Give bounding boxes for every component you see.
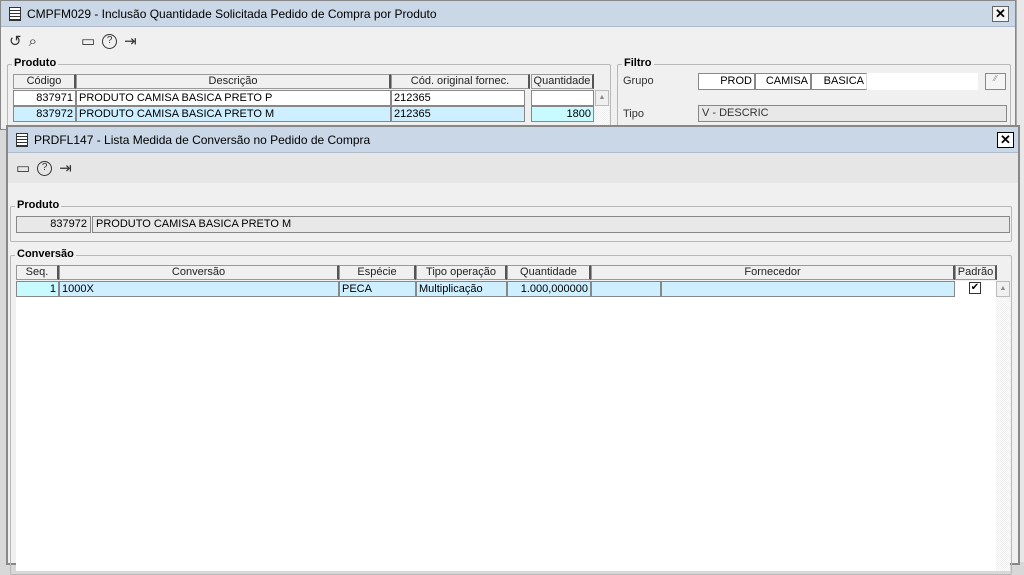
calendar-icon[interactable]: ▭ (16, 160, 31, 177)
outer-title: CMPFM029 - Inclusão Quantidade Solicitad… (27, 6, 437, 21)
conversao-label: Conversão (15, 248, 76, 260)
col-quantidade[interactable]: Quantidade (507, 265, 591, 280)
inner-title: PRDFL147 - Lista Medida de Conversão no … (34, 132, 371, 147)
grupo-label: Grupo (623, 75, 654, 87)
padrao-checkbox[interactable]: ✔ (969, 282, 981, 294)
filtro-label: Filtro (622, 57, 654, 69)
cell-descricao: PRODUTO CAMISA BASICA PRETO P (76, 90, 391, 106)
produto-label: Produto (15, 199, 62, 211)
exit-icon[interactable]: ⇥ (59, 160, 72, 177)
col-codigo[interactable]: Código (13, 74, 76, 89)
grupo-field[interactable]: PROD CAMISA BASICA (698, 73, 978, 90)
document-icon (16, 132, 28, 147)
col-padrao[interactable]: Padrão (955, 265, 997, 280)
conversao-grid (16, 281, 996, 571)
inner-close-button[interactable]: ✕ (997, 132, 1014, 148)
grupo-part[interactable]: PROD (698, 73, 755, 90)
inner-produto-group: Produto (10, 199, 1012, 242)
tipo-field[interactable]: V - DESCRIC (698, 105, 1007, 122)
produto-label: Produto (12, 57, 59, 69)
produto-descricao-field: PRODUTO CAMISA BASICA PRETO M (92, 216, 1010, 233)
col-especie[interactable]: Espécie (339, 265, 416, 280)
cell-especie: PECA (339, 281, 416, 297)
help-icon[interactable]: ? (37, 160, 53, 176)
outer-scrollbar[interactable]: ▲ (595, 90, 609, 130)
cell-seq[interactable]: 1 (16, 281, 59, 297)
cell-tipo: Multiplicação (416, 281, 507, 297)
inner-scrollbar[interactable]: ▲ (996, 281, 1010, 571)
cell-fornecedor (661, 281, 955, 297)
cell-quantidade: 1.000,000000 (507, 281, 591, 297)
cell-quantidade[interactable] (531, 90, 594, 106)
grupo-part[interactable]: BASICA (811, 73, 867, 90)
cell-cod-forn: 212365 (391, 90, 525, 106)
produto-codigo-field: 837972 (16, 216, 91, 233)
col-descricao[interactable]: Descrição (76, 74, 391, 89)
cell-descricao: PRODUTO CAMISA BASICA PRETO M (76, 106, 391, 122)
outer-title-bar: CMPFM029 - Inclusão Quantidade Solicitad… (1, 1, 1015, 27)
exit-icon[interactable]: ⇥ (124, 33, 137, 50)
cell-fornecedor-codigo (591, 281, 661, 297)
col-cod-forn[interactable]: Cód. original fornec. (391, 74, 530, 89)
scroll-up-button[interactable]: ▲ (996, 281, 1010, 297)
cell-quantidade[interactable]: 1800 (531, 106, 594, 122)
inner-toolbar: ▭ ? ⇥ (8, 153, 1018, 183)
outer-close-button[interactable]: ✕ (992, 6, 1009, 22)
col-quantidade[interactable]: Quantidade (531, 74, 594, 89)
calendar-icon[interactable]: ▭ (80, 33, 96, 50)
col-conversao[interactable]: Conversão (59, 265, 339, 280)
tipo-label: Tipo (623, 108, 644, 120)
grupo-lookup-button[interactable]: ⁄⁄ (985, 73, 1006, 90)
grupo-part[interactable]: CAMISA (755, 73, 811, 90)
document-icon (9, 6, 21, 21)
undo-icon[interactable]: ↺ (9, 33, 22, 50)
col-seq[interactable]: Seq. (16, 265, 59, 280)
inner-title-bar: PRDFL147 - Lista Medida de Conversão no … (8, 127, 1018, 153)
col-tipo-operacao[interactable]: Tipo operação (416, 265, 507, 280)
cell-codigo: 837972 (13, 106, 76, 122)
cell-codigo: 837971 (13, 90, 76, 106)
search-icon[interactable]: ⌕ (28, 32, 37, 50)
cell-conversao: 1000X (59, 281, 339, 297)
scroll-up-button[interactable]: ▲ (595, 90, 609, 106)
outer-window: CMPFM029 - Inclusão Quantidade Solicitad… (0, 0, 1016, 134)
inner-window: PRDFL147 - Lista Medida de Conversão no … (6, 125, 1020, 575)
help-icon[interactable]: ? (102, 33, 118, 49)
cell-cod-forn: 212365 (391, 106, 525, 122)
outer-toolbar: ↺ ⌕ ▭ ? ⇥ (1, 27, 1015, 55)
col-fornecedor[interactable]: Fornecedor (591, 265, 955, 280)
